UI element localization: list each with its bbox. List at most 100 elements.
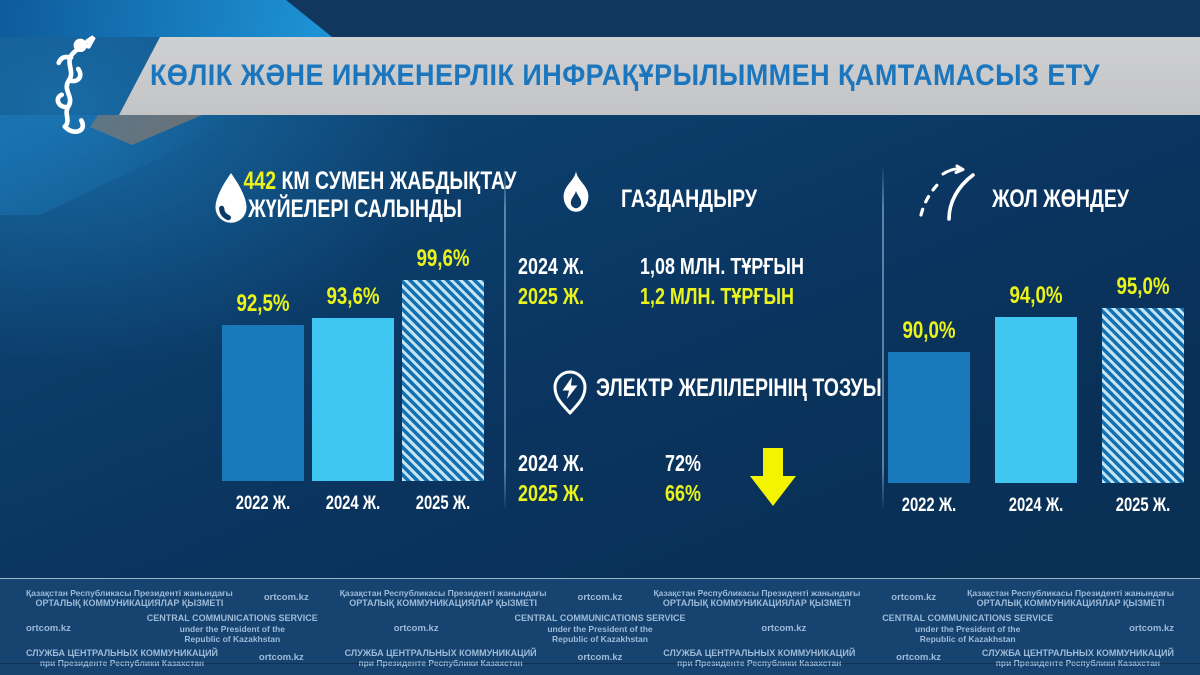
water-section-heading: 442 КМ СУМЕН ЖАБДЫҚТАУ ЖҮЙЕЛЕРІ САЛЫНДЫ xyxy=(205,167,516,223)
page-title: КӨЛІК ЖӘНЕ ИНЖЕНЕРЛІК ИНФРАҚҰРЫЛЫММЕН ҚА… xyxy=(150,59,1101,92)
footer-text-line: ortcom.kz xyxy=(393,622,439,634)
bar-value-label: 93,6% xyxy=(326,283,380,310)
footer-url-text: ortcom.kz xyxy=(1129,622,1174,635)
footer-kazakh-block: Қазақстан Республикасы Президенті жанынд… xyxy=(26,588,233,609)
bar-value-label: 92,5% xyxy=(236,290,290,317)
bar-value-label: 90,0% xyxy=(902,317,956,344)
footer-text-line: CENTRAL COMMUNICATIONS SERVICE xyxy=(882,613,1054,624)
footer-url-text: ortcom.kz xyxy=(896,651,942,664)
gas-stat-rows: 2024 Ж. 1,08 МЛН. ТҰРҒЫН 2025 Ж. 1,2 МЛН. Т… xyxy=(518,251,850,311)
bar-category-label: 2022 Ж. xyxy=(901,495,957,516)
road-bar-chart: 90,0% 2022 Ж. 94,0% 2024 Ж. 95,0% 2025 Ж. xyxy=(888,273,1184,516)
footer-text-line: ortcom.kz xyxy=(258,651,304,663)
water-drop-icon xyxy=(215,173,247,223)
stat-row: 2024 Ж. 72% xyxy=(518,448,711,478)
bar-column: 90,0% 2022 Ж. xyxy=(888,317,970,516)
stat-row: 2025 Ж. 66% xyxy=(518,478,711,508)
water-heading-line2: ЖҮЙЕЛЕРІ САЛЫНДЫ xyxy=(248,195,462,223)
power-stat-rows: 2024 Ж. 72% 2025 Ж. 66% xyxy=(518,448,711,508)
stat-year: 2024 Ж. xyxy=(518,449,585,476)
footer-url-text: ortcom.kz xyxy=(26,622,71,635)
footer-row: СЛУЖБА ЦЕНТРАЛЬНЫХ КОММУНИКАЦИЙ при Прези… xyxy=(0,645,1200,671)
bar-column: 95,0% 2025 Ж. xyxy=(1102,273,1184,516)
footer-english-block: CENTRAL COMMUNICATIONS SERVICE under the … xyxy=(514,613,685,645)
section-divider-right xyxy=(882,168,884,508)
stat-year: 2025 Ж. xyxy=(518,479,585,506)
bar-value-label: 94,0% xyxy=(1009,282,1063,309)
water-bar-chart: 92,5% 2022 Ж. 93,6% 2024 Ж. 99,6% 2025 Ж. xyxy=(222,245,484,514)
bar-value-label: 99,6% xyxy=(416,245,470,272)
footer-url-text: ortcom.kz xyxy=(761,622,807,635)
footer-text-line: Қазақстан Республикасы Президенті жанынд… xyxy=(339,587,547,598)
footer-text-line: Қазақстан Республикасы Президенті жанынд… xyxy=(26,587,233,598)
bar-column: 92,5% 2022 Ж. xyxy=(222,290,304,514)
footer-text-line: under the President of the xyxy=(179,623,285,634)
footer-url-text: ortcom.kz xyxy=(258,651,304,664)
stat-row: 2024 Ж. 1,08 МЛН. ТҰРҒЫН xyxy=(518,251,850,281)
header-navy-band xyxy=(286,0,1200,37)
header-cyan-corner xyxy=(0,0,332,37)
bar-value-label: 95,0% xyxy=(1116,273,1170,300)
snow-leopard-emblem-logo xyxy=(55,35,96,134)
power-section-heading: ЭЛЕКТР ЖЕЛІЛЕРІНІҢ ТОЗУЫ xyxy=(596,374,882,402)
bar xyxy=(888,352,970,483)
bar xyxy=(312,318,394,481)
footer-text-line: ortcom.kz xyxy=(1129,622,1174,634)
footer-text-line: при Президенте Республики Казахстан xyxy=(39,658,205,668)
water-heading-line1: КМ СУМЕН ЖАБДЫҚТАУ xyxy=(276,167,517,195)
bar-column: 99,6% 2025 Ж. xyxy=(402,245,484,514)
bar-column: 94,0% 2024 Ж. xyxy=(995,282,1077,516)
footer-text-line: ОРТАЛЫҚ КОММУНИКАЦИЯЛАР ҚЫЗМЕТІ xyxy=(349,598,538,608)
footer-row: Қазақстан Республикасы Президенті жанынд… xyxy=(0,583,1200,613)
footer-text-line: ОРТАЛЫҚ КОММУНИКАЦИЯЛАР ҚЫЗМЕТІ xyxy=(35,598,224,608)
footer-text-line: CENTRAL COMMUNICATIONS SERVICE xyxy=(514,613,686,624)
bar-category-label: 2024 Ж. xyxy=(1008,495,1064,516)
footer-kazakh-block: Қазақстан Республикасы Президенті жанынд… xyxy=(967,588,1174,609)
electricity-pin-icon xyxy=(553,370,587,415)
footer-text-line: ortcom.kz xyxy=(577,651,623,663)
bar xyxy=(222,325,304,481)
footer-text-line: Қазақстан Республикасы Президенті жанынд… xyxy=(967,587,1174,598)
footer-row: ortcom.kz CENTRAL COMMUNICATIONS SERVICE u… xyxy=(0,613,1200,645)
footer-text-line: ortcom.kz xyxy=(891,591,937,603)
footer-url-text: ortcom.kz xyxy=(264,592,309,604)
footer-russian-block: СЛУЖБА ЦЕНТРАЛЬНЫХ КОММУНИКАЦИЙ при Прези… xyxy=(26,648,218,669)
footer-text-line: Republic of Kazakhstan xyxy=(552,634,648,645)
footer-url-text: ortcom.kz xyxy=(393,622,439,635)
footer-text-line: при Президенте Республики Казахстан xyxy=(677,658,842,668)
section-divider-left xyxy=(504,168,506,508)
footer-text-line: при Президенте Республики Казахстан xyxy=(358,658,523,668)
stat-value: 1,08 МЛН. ТҰРҒЫН xyxy=(640,252,804,279)
footer-russian-block: СЛУЖБА ЦЕНТРАЛЬНЫХ КОММУНИКАЦИЙ при Прези… xyxy=(663,648,855,669)
footer-text-line: Republic of Kazakhstan xyxy=(919,634,1016,645)
bar xyxy=(995,317,1077,483)
footer-text-line: СЛУЖБА ЦЕНТРАЛЬНЫХ КОММУНИКАЦИЙ xyxy=(344,647,537,658)
footer-text-line: CENTRAL COMMUNICATIONS SERVICE xyxy=(146,613,318,624)
stat-year: 2024 Ж. xyxy=(518,252,585,279)
bar-category-label: 2025 Ж. xyxy=(415,493,471,514)
footer-text-line: СЛУЖБА ЦЕНТРАЛЬНЫХ КОММУНИКАЦИЙ xyxy=(26,647,219,658)
bar-category-label: 2024 Ж. xyxy=(325,493,381,514)
down-arrow-icon xyxy=(750,448,796,506)
footer-watermark-band: Қазақстан Республикасы Президенті жанынд… xyxy=(0,578,1200,675)
header-banner xyxy=(119,37,1200,115)
footer-text-line: ortcom.kz xyxy=(896,651,942,663)
bar-category-label: 2025 Ж. xyxy=(1115,495,1171,516)
footer-text-line: ОРТАЛЫҚ КОММУНИКАЦИЯЛАР ҚЫЗМЕТІ xyxy=(976,598,1165,608)
footer-text-line: при Президенте Республики Казахстан xyxy=(995,658,1161,668)
stat-row: 2025 Ж. 1,2 МЛН. ТҰРҒЫН xyxy=(518,281,850,311)
footer-text-line: ortcom.kz xyxy=(26,622,71,634)
footer-text-line: СЛУЖБА ЦЕНТРАЛЬНЫХ КОММУНИКАЦИЙ xyxy=(981,647,1174,658)
flame-icon xyxy=(563,171,589,212)
footer-text-line: Republic of Kazakhstan xyxy=(184,634,281,645)
bar xyxy=(1102,308,1184,483)
footer-url-text: ortcom.kz xyxy=(891,591,937,604)
stat-value: 72% xyxy=(665,449,701,476)
gas-section-heading: ГАЗДАНДЫРУ xyxy=(621,185,758,213)
stat-value: 66% xyxy=(665,479,701,506)
footer-url-text: ortcom.kz xyxy=(578,592,623,604)
stat-year: 2025 Ж. xyxy=(518,282,585,309)
footer-text-line: ortcom.kz xyxy=(761,622,807,634)
footer-text-line: ОРТАЛЫҚ КОММУНИКАЦИЯЛАР ҚЫЗМЕТІ xyxy=(662,598,851,608)
